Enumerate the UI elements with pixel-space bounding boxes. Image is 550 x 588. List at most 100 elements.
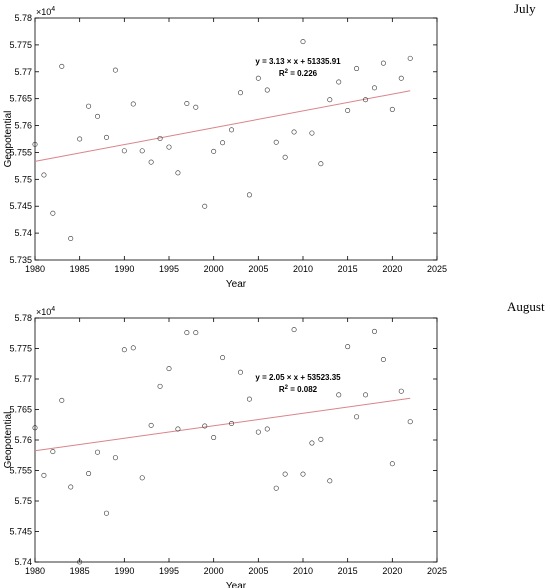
x-tick-label: 1980	[25, 264, 45, 274]
data-point	[255, 75, 261, 81]
data-point	[157, 383, 163, 389]
y-tick-label: 5.745	[9, 527, 32, 537]
data-point	[318, 161, 324, 167]
data-point	[336, 79, 342, 85]
y-tick-label: 5.735	[9, 255, 32, 265]
data-point	[354, 66, 360, 72]
r-squared-label: R2 = 0.082	[279, 385, 318, 394]
x-tick-label: 1990	[114, 566, 134, 576]
data-point	[371, 328, 377, 334]
x-axis-label: Year	[226, 279, 247, 290]
data-point	[103, 134, 109, 140]
x-tick-label: 2005	[248, 264, 268, 274]
x-tick-label: 2005	[248, 566, 268, 576]
regression-equation: y = 3.13 × x + 51335.91	[255, 57, 341, 66]
data-point	[327, 478, 333, 484]
data-point	[327, 97, 333, 103]
y-tick-label: 5.755	[9, 147, 32, 157]
data-point	[220, 140, 226, 146]
x-tick-label: 1985	[70, 264, 90, 274]
x-tick-label: 2010	[293, 566, 313, 576]
data-point	[363, 392, 369, 398]
data-point	[95, 449, 101, 455]
data-point	[148, 159, 154, 165]
data-point	[318, 436, 324, 442]
y-tick-label: 5.755	[9, 466, 32, 476]
data-point	[237, 90, 243, 96]
x-tick-label: 2020	[382, 264, 402, 274]
data-point	[211, 435, 217, 441]
data-point	[32, 425, 38, 431]
data-point	[282, 471, 288, 477]
data-point	[354, 414, 360, 420]
data-point	[77, 559, 83, 565]
data-point	[130, 101, 136, 107]
data-point	[175, 426, 181, 432]
data-point	[68, 484, 74, 490]
y-tick-label: 5.76	[14, 435, 32, 445]
data-point	[59, 397, 65, 403]
data-point	[157, 135, 163, 141]
plot-area-frame	[34, 17, 438, 261]
data-point	[112, 455, 118, 461]
y-tick-label: 5.74	[14, 557, 32, 567]
data-point	[336, 392, 342, 398]
y-tick-label: 5.77	[14, 374, 32, 384]
data-point	[32, 141, 38, 147]
data-point	[103, 510, 109, 516]
y-tick-label: 5.78	[14, 13, 32, 23]
data-point	[202, 203, 208, 209]
data-point	[300, 39, 306, 45]
data-point	[229, 421, 235, 427]
data-point	[41, 172, 47, 178]
data-point	[193, 104, 199, 110]
y-tick-label: 5.76	[14, 121, 32, 131]
july-scatter-chart: 1980 1985 1990 1995 2000 2005 2010 2015 2020 2025…	[3, 6, 447, 290]
data-point	[345, 107, 351, 113]
data-point	[345, 344, 351, 350]
data-point	[246, 192, 252, 198]
data-point	[300, 471, 306, 477]
x-tick-label: 2010	[293, 264, 313, 274]
panel-label-august: August	[507, 299, 545, 314]
x-tick-label: 2000	[204, 566, 224, 576]
plot-area-frame	[34, 317, 438, 563]
data-point	[264, 87, 270, 93]
y-tick-label: 5.75	[14, 496, 32, 506]
y-tick-label: 5.75	[14, 174, 32, 184]
data-point	[184, 101, 190, 107]
x-tick-label: 1990	[114, 264, 134, 274]
data-point	[148, 422, 154, 428]
data-point	[363, 97, 369, 103]
data-point	[407, 55, 413, 61]
data-point	[112, 67, 118, 73]
x-tick-label: 1980	[25, 566, 45, 576]
data-point	[237, 369, 243, 375]
data-point	[291, 327, 297, 333]
x-tick-label: 1985	[70, 566, 90, 576]
data-point	[380, 356, 386, 362]
data-point	[398, 388, 404, 394]
data-point	[86, 471, 92, 477]
data-point	[184, 330, 190, 336]
y-tick-label: 5.77	[14, 67, 32, 77]
trend-line	[34, 90, 411, 162]
x-tick-label: 2025	[427, 566, 447, 576]
y-tick-label: 5.74	[14, 228, 32, 238]
august-scatter-chart: 1980 1985 1990 1995 2000 2005 2010 2015 2020 2025…	[3, 306, 447, 588]
data-point	[95, 113, 101, 119]
data-point	[175, 170, 181, 176]
data-point	[220, 355, 226, 361]
y-axis-label: Geopotential	[3, 412, 14, 469]
data-point	[68, 235, 74, 241]
y-tick-label: 5.765	[9, 405, 32, 415]
data-point	[309, 130, 315, 136]
data-point	[166, 144, 172, 150]
y-tick-label: 5.775	[9, 344, 32, 354]
data-point	[211, 148, 217, 154]
data-point	[291, 129, 297, 135]
data-point	[389, 461, 395, 467]
x-tick-label: 1995	[159, 566, 179, 576]
y-axis-exponent: ×104	[36, 6, 55, 17]
data-point	[407, 419, 413, 425]
